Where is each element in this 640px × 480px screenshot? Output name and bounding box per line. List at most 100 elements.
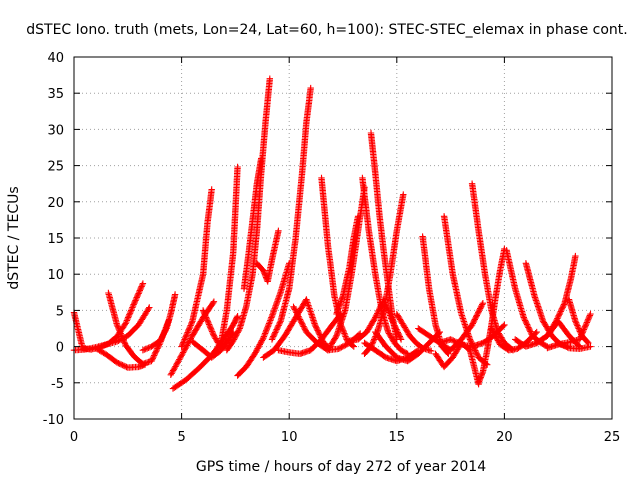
data-point bbox=[138, 283, 145, 290]
data-point bbox=[572, 319, 580, 326]
data-point bbox=[494, 335, 501, 343]
data-point bbox=[204, 318, 212, 325]
data-point bbox=[176, 356, 183, 363]
y-tick-label: 40 bbox=[47, 51, 64, 66]
data-point bbox=[134, 291, 142, 298]
data-point bbox=[121, 363, 129, 370]
data-point bbox=[532, 297, 540, 304]
data-point bbox=[270, 333, 277, 340]
x-tick-label: 10 bbox=[281, 430, 298, 445]
data-point bbox=[428, 347, 435, 355]
series-3 bbox=[92, 344, 149, 371]
data-point bbox=[208, 326, 215, 334]
data-point bbox=[186, 323, 194, 331]
data-point bbox=[341, 330, 348, 337]
data-point bbox=[556, 309, 564, 317]
series-26 bbox=[361, 339, 422, 365]
data-point bbox=[354, 213, 362, 220]
series-14 bbox=[260, 296, 332, 361]
series-13 bbox=[253, 227, 282, 285]
series-34 bbox=[475, 245, 508, 386]
data-point bbox=[137, 284, 145, 291]
data-point bbox=[119, 361, 126, 369]
data-point bbox=[560, 302, 567, 310]
data-point bbox=[186, 325, 193, 332]
data-point bbox=[471, 345, 478, 353]
series-10 bbox=[223, 75, 273, 354]
data-point bbox=[294, 312, 301, 319]
data-point bbox=[560, 301, 568, 308]
data-point bbox=[151, 350, 158, 358]
data-point bbox=[123, 318, 130, 326]
data-point bbox=[149, 355, 156, 362]
data-point bbox=[162, 326, 169, 334]
chart-title: dSTEC Iono. truth (mets, Lon=24, Lat=60,… bbox=[26, 22, 627, 38]
data-point bbox=[477, 374, 484, 381]
data-point bbox=[264, 324, 271, 331]
data-point bbox=[576, 326, 583, 334]
data-point bbox=[260, 333, 268, 340]
data-point bbox=[159, 333, 166, 340]
data-point bbox=[587, 343, 594, 350]
series-18 bbox=[318, 174, 357, 350]
data-point bbox=[586, 313, 593, 320]
data-point bbox=[479, 370, 486, 377]
data-point bbox=[342, 334, 350, 342]
data-point bbox=[272, 329, 279, 336]
data-point bbox=[393, 336, 400, 343]
data-point bbox=[113, 359, 121, 366]
data-point bbox=[275, 227, 282, 234]
data-point bbox=[473, 350, 480, 357]
data-point bbox=[126, 311, 133, 318]
data-point bbox=[465, 331, 472, 339]
data-point bbox=[341, 308, 348, 316]
series-32 bbox=[432, 339, 482, 388]
data-point bbox=[171, 291, 179, 298]
data-point bbox=[269, 334, 276, 342]
y-tick-label: 30 bbox=[47, 123, 64, 138]
data-point bbox=[142, 345, 149, 353]
data-point bbox=[472, 348, 480, 356]
data-point bbox=[181, 346, 188, 353]
data-point bbox=[476, 306, 483, 314]
data-point bbox=[315, 330, 323, 337]
y-tick-label: -5 bbox=[51, 377, 64, 392]
data-point bbox=[274, 325, 281, 332]
y-tick-label: 10 bbox=[47, 268, 64, 283]
series-9 bbox=[199, 163, 241, 350]
data-point bbox=[548, 326, 555, 333]
data-point bbox=[527, 329, 535, 337]
data-point bbox=[372, 313, 380, 320]
data-point bbox=[469, 341, 476, 349]
series-36 bbox=[503, 247, 551, 350]
data-point bbox=[370, 337, 377, 344]
data-point bbox=[139, 281, 146, 289]
data-point bbox=[232, 332, 240, 339]
data-point bbox=[233, 330, 240, 338]
data-point bbox=[276, 292, 283, 299]
data-point bbox=[291, 306, 299, 313]
data-point bbox=[478, 302, 485, 310]
data-point bbox=[234, 329, 241, 336]
data-point bbox=[233, 314, 241, 321]
data-point bbox=[573, 321, 580, 328]
data-point bbox=[271, 330, 278, 337]
data-point bbox=[587, 310, 594, 318]
data-point bbox=[556, 311, 563, 318]
data-point bbox=[253, 346, 261, 354]
data-point bbox=[555, 312, 562, 319]
series-7 bbox=[178, 186, 215, 350]
x-tick-label: 15 bbox=[389, 430, 406, 445]
data-point bbox=[210, 331, 217, 338]
x-tick-label: 5 bbox=[177, 430, 185, 445]
data-point bbox=[479, 300, 487, 307]
y-tick-label: 35 bbox=[47, 87, 64, 102]
data-point bbox=[584, 316, 592, 323]
data-point bbox=[557, 308, 564, 315]
data-point bbox=[333, 332, 340, 339]
data-point bbox=[160, 330, 167, 338]
data-point bbox=[307, 84, 314, 92]
data-point bbox=[209, 299, 217, 307]
data-point bbox=[557, 341, 565, 348]
data-point bbox=[145, 305, 152, 312]
